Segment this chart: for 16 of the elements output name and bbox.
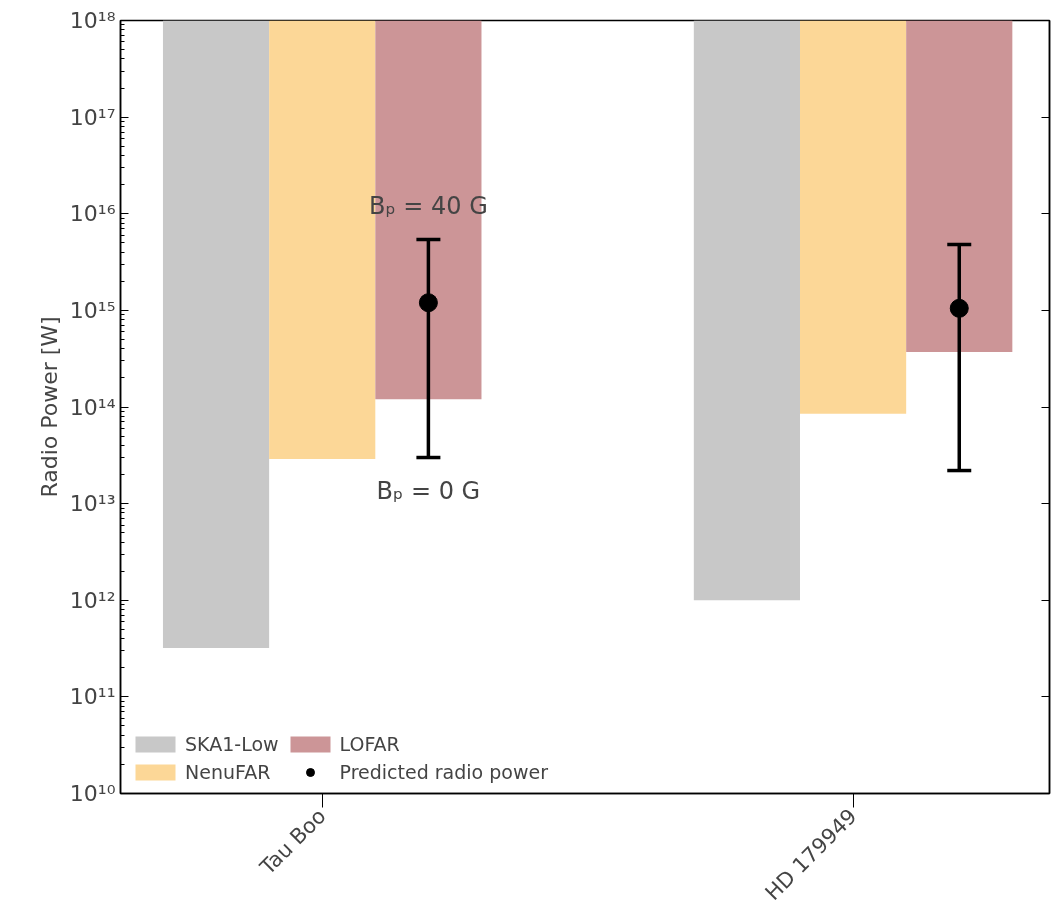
y-axis-title: Radio Power [W] <box>36 316 62 498</box>
x-tick-label: Tau Boo <box>254 804 331 880</box>
y-tick-label: 10¹⁴ <box>69 394 116 420</box>
legend-label: SKA1-Low <box>185 733 279 755</box>
annotation: Bₚ = 0 G <box>376 477 481 506</box>
legend-label: LOFAR <box>339 733 400 755</box>
y-tick-label: 10¹¹ <box>69 684 116 710</box>
y-tick-label: 10¹⁶ <box>69 201 116 227</box>
y-tick-label: 10¹⁷ <box>69 104 116 130</box>
y-tick-label: 10¹³ <box>69 491 116 517</box>
legend-label: NenuFAR <box>185 761 271 783</box>
y-tick-label: 10¹⁰ <box>69 781 116 806</box>
y-tick-label: 10¹⁵ <box>69 297 116 323</box>
legend-label: Predicted radio power <box>339 761 548 783</box>
y-tick-label: 10¹² <box>69 587 116 613</box>
y-tick-label: 10¹⁸ <box>69 8 116 33</box>
